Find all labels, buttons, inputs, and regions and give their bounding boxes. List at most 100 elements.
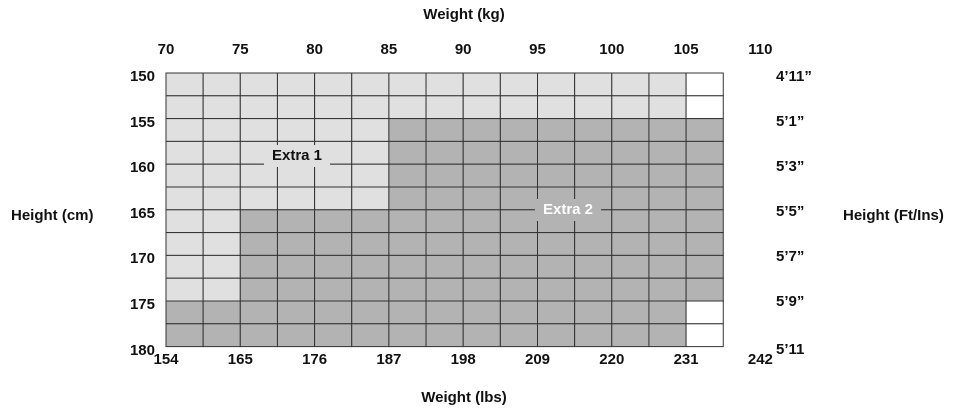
grid-cell [648, 163, 687, 188]
grid-cell [202, 254, 241, 279]
grid-cell [648, 186, 687, 211]
bottom-tick-label: 231 [673, 351, 699, 368]
grid-cell [499, 254, 539, 279]
grid-cell [648, 254, 687, 279]
grid-cell [685, 163, 724, 188]
grid-cell [574, 140, 613, 165]
top-tick-label: 105 [673, 41, 699, 58]
grid-cell [165, 163, 204, 188]
grid-cell [276, 118, 316, 142]
grid-cell [202, 323, 241, 348]
grid-cell [462, 186, 501, 211]
bottom-tick-label: 165 [227, 351, 253, 368]
grid-cell [314, 232, 353, 256]
grid-cell [239, 163, 278, 188]
top-tick-label: 95 [529, 41, 546, 58]
grid-cell [685, 209, 724, 234]
top-tick-label: 85 [380, 41, 398, 58]
grid-cell [574, 300, 613, 325]
grid-cell [685, 95, 724, 120]
grid-cell [685, 72, 724, 97]
grid-cell [239, 277, 278, 302]
top-tick-label: 110 [748, 41, 773, 58]
grid-cell [499, 300, 539, 325]
grid-cell [611, 95, 650, 120]
grid-cell [611, 323, 650, 348]
grid-cell [388, 72, 427, 97]
grid-cell [165, 95, 204, 120]
grid-cell [425, 163, 464, 188]
grid-cell [351, 140, 390, 165]
grid-cell [499, 209, 539, 234]
grid-cell [685, 254, 724, 279]
grid-cell [388, 118, 427, 142]
grid-cell [648, 232, 687, 256]
grid-cell [499, 186, 539, 211]
grid-cell [611, 163, 650, 188]
grid-cell [314, 277, 353, 302]
axis-title-weight-lbs: Weight (lbs) [421, 389, 507, 406]
grid-cell [239, 323, 278, 348]
right-tick-label: 5’3” [776, 158, 805, 175]
grid-cell [462, 300, 501, 325]
grid-cell [648, 118, 687, 142]
grid-cell [648, 300, 687, 325]
bottom-tick-label: 154 [153, 351, 179, 368]
grid-cell [351, 72, 390, 97]
grid-cell [202, 186, 241, 211]
grid-cell [276, 323, 316, 348]
bottom-tick-label: 220 [599, 351, 625, 368]
right-tick-label: 5’7” [776, 248, 805, 265]
grid-cell [388, 300, 427, 325]
grid-cell [239, 300, 278, 325]
grid-cell [425, 95, 464, 120]
grid-cell [611, 72, 650, 97]
right-tick-label: 5’11 [776, 341, 805, 358]
left-tick-label: 165 [129, 204, 155, 222]
grid-cell [499, 323, 539, 348]
grid-cell [388, 95, 427, 120]
grid-cell [314, 186, 353, 211]
grid-cell [574, 323, 613, 348]
grid-cell [202, 300, 241, 325]
grid-cell [239, 254, 278, 279]
bottom-tick-label: 209 [524, 351, 551, 368]
grid-cell [574, 232, 613, 256]
grid-cell [314, 323, 353, 348]
axis-title-height-cm: Height (cm) [11, 207, 94, 224]
grid-cell [685, 300, 724, 325]
grid-cell [574, 277, 613, 302]
grid-cell [425, 300, 464, 325]
grid-cell [537, 72, 576, 97]
grid-cell [685, 186, 724, 211]
grid-cell [648, 323, 687, 348]
grid-cell [165, 72, 204, 97]
grid-cell [574, 95, 613, 120]
grid-cell [462, 163, 501, 188]
grid-cell [425, 140, 464, 165]
grid-cell [165, 186, 204, 211]
grid-cell [202, 95, 241, 120]
grid-cell [425, 277, 464, 302]
grid-cell [351, 209, 390, 234]
grid-cell [648, 72, 687, 97]
left-tick-label: 155 [129, 113, 155, 131]
grid-cell [499, 118, 539, 142]
grid-cell [462, 232, 501, 256]
grid-cell [202, 72, 241, 97]
grid-cell [574, 254, 613, 279]
grid-cell [499, 72, 539, 97]
grid-cell [425, 323, 464, 348]
grid-cell [351, 186, 390, 211]
grid-cell [276, 72, 316, 97]
right-tick-label: 5’9” [776, 293, 805, 310]
bottom-tick-label: 176 [302, 351, 328, 368]
top-tick-label: 80 [306, 41, 323, 58]
grid-cell [351, 163, 390, 188]
grid-cell [165, 118, 204, 142]
grid-cell [388, 209, 427, 234]
grid-cell [462, 277, 501, 302]
grid-cell [276, 254, 316, 279]
grid-cell [388, 186, 427, 211]
